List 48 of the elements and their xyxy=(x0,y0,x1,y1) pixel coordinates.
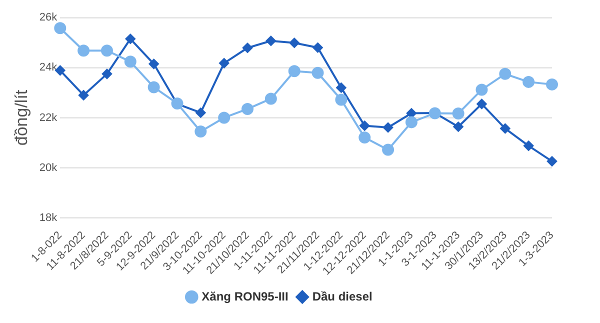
point xyxy=(125,34,136,44)
point xyxy=(194,126,207,138)
y-tick-label: 18k xyxy=(39,212,58,224)
point xyxy=(264,92,277,105)
point xyxy=(382,144,394,156)
point xyxy=(336,82,346,93)
point xyxy=(78,44,90,57)
point xyxy=(547,156,557,166)
point xyxy=(218,112,230,124)
point xyxy=(358,132,371,144)
legend-label: Dầu diesel xyxy=(312,289,372,304)
point xyxy=(266,36,276,46)
point xyxy=(522,76,535,88)
point xyxy=(452,107,464,120)
point xyxy=(360,120,370,131)
point xyxy=(289,38,300,48)
point xyxy=(476,98,487,109)
point xyxy=(546,78,558,90)
point xyxy=(148,81,160,94)
point xyxy=(124,56,136,68)
point xyxy=(78,90,89,100)
y-tick-label: 20k xyxy=(39,162,58,174)
point xyxy=(102,68,112,79)
point xyxy=(335,94,348,106)
y-tick-label: 22k xyxy=(39,112,58,124)
point xyxy=(288,65,300,78)
y-axis-title: đồng/lít xyxy=(12,90,31,146)
y-tick-label: 26k xyxy=(39,12,58,24)
point xyxy=(524,140,534,151)
legend-label: Xăng RON95-III xyxy=(202,289,288,304)
point xyxy=(148,58,159,69)
y-tick-label: 24k xyxy=(39,62,58,74)
point xyxy=(312,66,324,79)
point xyxy=(383,122,394,133)
point xyxy=(476,84,488,96)
point xyxy=(54,22,66,34)
point xyxy=(242,102,254,115)
point xyxy=(219,58,230,68)
point xyxy=(100,44,113,57)
point xyxy=(312,42,323,53)
point xyxy=(500,124,510,134)
point xyxy=(499,68,512,80)
point xyxy=(242,42,253,53)
point xyxy=(55,65,66,76)
point xyxy=(453,122,464,132)
point xyxy=(405,116,418,128)
point xyxy=(196,108,206,118)
point xyxy=(406,108,416,118)
